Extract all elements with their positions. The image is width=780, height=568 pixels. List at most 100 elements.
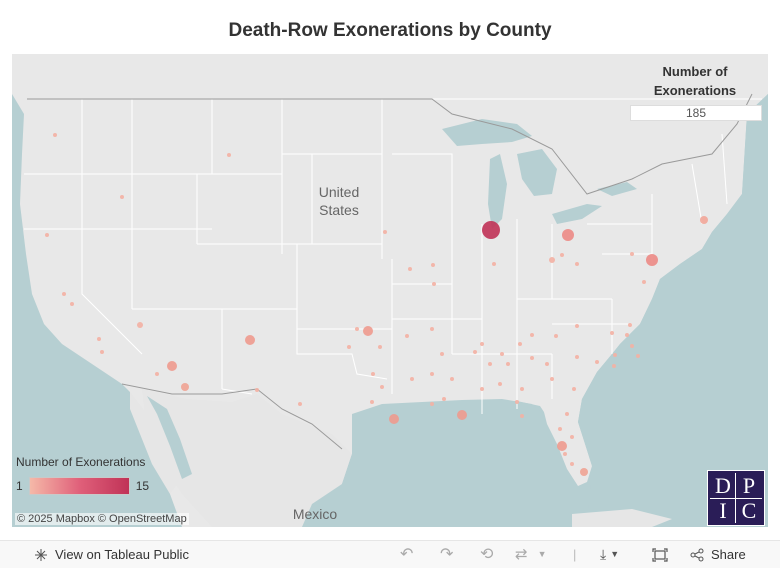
download-button[interactable]: ⤓ ▼ <box>600 541 619 568</box>
map-viewport[interactable] <box>12 54 768 527</box>
county-point[interactable] <box>53 133 57 137</box>
county-point[interactable] <box>430 402 434 406</box>
county-point[interactable] <box>62 292 66 296</box>
county-point[interactable] <box>370 400 374 404</box>
county-point[interactable] <box>371 372 375 376</box>
county-point[interactable] <box>498 382 502 386</box>
county-point[interactable] <box>554 334 558 338</box>
county-point[interactable] <box>492 262 496 266</box>
county-point[interactable] <box>612 364 616 368</box>
county-point[interactable] <box>298 402 302 406</box>
county-point[interactable] <box>625 333 629 337</box>
county-point[interactable] <box>347 345 351 349</box>
county-point[interactable] <box>595 360 599 364</box>
county-point[interactable] <box>520 414 524 418</box>
filter-value-box[interactable]: 185 <box>630 105 762 121</box>
county-point[interactable] <box>558 427 562 431</box>
logo-letter-c: C <box>741 498 757 523</box>
redo-button[interactable]: ↷ <box>440 541 453 568</box>
county-point[interactable] <box>255 388 259 392</box>
county-point[interactable] <box>565 412 569 416</box>
county-point[interactable] <box>630 344 634 348</box>
county-point[interactable] <box>630 252 634 256</box>
county-point[interactable] <box>642 280 646 284</box>
county-point[interactable] <box>431 263 435 267</box>
county-point[interactable] <box>389 414 399 424</box>
county-point[interactable] <box>530 333 534 337</box>
county-point[interactable] <box>97 337 101 341</box>
county-point[interactable] <box>563 452 567 456</box>
county-point[interactable] <box>355 327 359 331</box>
county-point[interactable] <box>613 353 617 357</box>
exonerations-filter[interactable]: Number of Exonerations 185 <box>630 62 762 121</box>
county-point[interactable] <box>70 302 74 306</box>
label-mexico: Mexico <box>292 506 338 522</box>
county-point[interactable] <box>549 257 555 263</box>
county-point[interactable] <box>557 441 567 451</box>
attribution-osm[interactable]: © OpenStreetMap <box>97 513 187 525</box>
county-point[interactable] <box>500 352 504 356</box>
county-point[interactable] <box>515 400 519 404</box>
share-button[interactable]: Share <box>690 541 746 568</box>
county-point[interactable] <box>408 267 412 271</box>
county-point[interactable] <box>562 229 574 241</box>
county-point[interactable] <box>410 377 414 381</box>
county-point[interactable] <box>480 387 484 391</box>
attribution-mapbox[interactable]: © 2025 Mapbox <box>17 513 95 525</box>
county-point[interactable] <box>363 326 373 336</box>
county-point[interactable] <box>167 361 177 371</box>
county-point[interactable] <box>430 372 434 376</box>
county-point[interactable] <box>100 350 104 354</box>
county-point[interactable] <box>430 327 434 331</box>
county-point[interactable] <box>560 253 564 257</box>
county-point[interactable] <box>155 372 159 376</box>
county-point[interactable] <box>520 387 524 391</box>
undo-button[interactable]: ↶ <box>400 541 413 568</box>
county-point[interactable] <box>488 362 492 366</box>
county-point[interactable] <box>545 362 549 366</box>
county-point[interactable] <box>482 221 500 239</box>
revert-icon: ⟲ <box>480 546 494 563</box>
county-point[interactable] <box>442 397 446 401</box>
county-point[interactable] <box>628 323 632 327</box>
county-point[interactable] <box>580 468 588 476</box>
county-point[interactable] <box>245 335 255 345</box>
county-point[interactable] <box>575 324 579 328</box>
county-point[interactable] <box>227 153 231 157</box>
county-point[interactable] <box>636 354 640 358</box>
county-point[interactable] <box>380 385 384 389</box>
county-point[interactable] <box>45 233 49 237</box>
county-point[interactable] <box>575 262 579 266</box>
county-point[interactable] <box>405 334 409 338</box>
county-point[interactable] <box>457 410 467 420</box>
county-point[interactable] <box>550 377 554 381</box>
county-point[interactable] <box>530 356 534 360</box>
refresh-button[interactable]: ⇄ ▼ <box>515 541 547 568</box>
county-point[interactable] <box>137 322 143 328</box>
fullscreen-button[interactable] <box>652 541 668 568</box>
view-on-tableau-button[interactable]: View on Tableau Public <box>34 541 189 568</box>
county-point[interactable] <box>610 331 614 335</box>
county-point[interactable] <box>120 195 124 199</box>
county-point[interactable] <box>473 350 477 354</box>
county-point[interactable] <box>378 345 382 349</box>
county-point[interactable] <box>432 282 436 286</box>
revert-button[interactable]: ⟲ <box>480 541 493 568</box>
county-point[interactable] <box>480 342 484 346</box>
county-point[interactable] <box>570 435 574 439</box>
county-point[interactable] <box>575 355 579 359</box>
county-point[interactable] <box>383 230 387 234</box>
water-gulf <box>332 399 572 527</box>
county-point[interactable] <box>450 377 454 381</box>
county-point[interactable] <box>570 462 574 466</box>
county-point[interactable] <box>518 342 522 346</box>
county-point[interactable] <box>572 387 576 391</box>
county-point[interactable] <box>700 216 708 224</box>
county-point[interactable] <box>646 254 658 266</box>
county-point[interactable] <box>181 383 189 391</box>
county-point[interactable] <box>506 362 510 366</box>
undo-icon: ↶ <box>400 546 414 563</box>
refresh-icon: ⇄ <box>515 546 528 563</box>
lake-ontario <box>597 182 637 196</box>
county-point[interactable] <box>440 352 444 356</box>
